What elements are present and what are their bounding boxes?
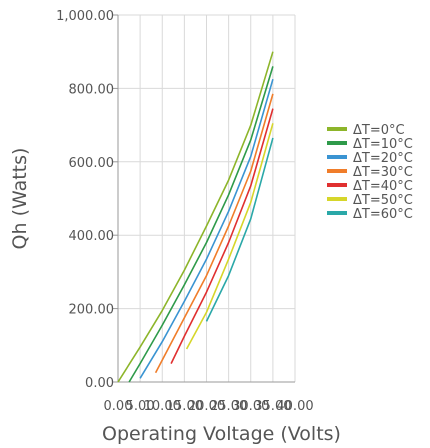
legend-swatch [327,141,347,145]
series-line-1 [128,66,274,383]
legend-label: ΔT=60°C [353,207,413,222]
series-line-6 [205,137,274,322]
legend-swatch [327,169,347,173]
series-line-3 [154,93,274,374]
x-tick-label: 10.00 [144,399,181,414]
legend-label: ΔT=0°C [353,123,405,138]
legend-swatch [327,197,347,201]
y-tick-label: 800.00 [69,82,115,97]
legend-swatch [327,155,347,159]
y-tick-label: 200.00 [69,303,115,318]
series-line-5 [185,123,274,350]
x-tick-label: 30.00 [232,399,269,414]
y-tick-label: 1,000.00 [56,9,114,24]
y-axis-title: Qh (Watts) [9,148,31,250]
series-line-0 [117,51,274,383]
legend-label: ΔT=10°C [353,137,413,152]
legend: ΔT=0°CΔT=10°CΔT=20°CΔT=30°CΔT=40°CΔT=50°… [327,123,413,222]
x-tick-label: 25.00 [210,399,247,414]
y-tick-label: 600.00 [69,156,115,171]
gridlines [117,14,296,383]
x-tick-label: 35.00 [254,399,291,414]
legend-swatch [327,183,347,187]
legend-label: ΔT=40°C [353,179,413,194]
tick-labels: 0.005.0010.0015.0020.0025.0030.0035.0040… [56,9,314,414]
x-tick-label: 15.00 [166,399,203,414]
x-tick-label: 40.00 [276,399,313,414]
x-tick-label: 0.00 [104,399,133,414]
x-tick-label: 20.00 [188,399,225,414]
series-line-4 [170,108,274,364]
legend-label: ΔT=30°C [353,165,413,180]
series-lines [117,51,274,383]
legend-label: ΔT=50°C [353,193,413,208]
y-tick-label: 0.00 [85,376,114,391]
legend-swatch [327,127,347,131]
y-tick-label: 400.00 [69,229,115,244]
x-tick-label: 5.00 [126,399,155,414]
axes [112,14,295,383]
x-axis-title: Operating Voltage (Volts) [102,423,341,445]
series-line-2 [139,78,274,379]
legend-label: ΔT=20°C [353,151,413,166]
legend-swatch [327,211,347,215]
